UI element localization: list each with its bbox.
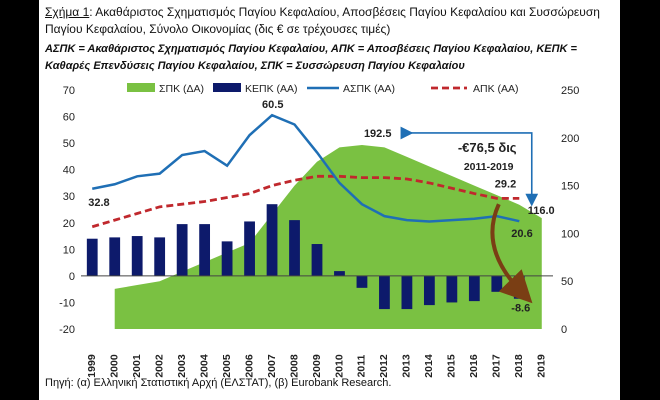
figure-caption: Σχήμα 1: Ακαθάριστος Σχηματισμός Παγίου …: [45, 4, 615, 38]
right-tick-label: 200: [561, 133, 579, 145]
bar-kepk-2004: [199, 224, 211, 276]
source-note: Πηγή: (α) Ελληνική Στατιστική Αρχή (ΕΛΣΤ…: [45, 377, 392, 389]
x-tick-label-2004: 2004: [198, 354, 210, 378]
abbreviations-note: ΑΣΠΚ = Ακαθάριστος Σχηματισμός Παγίου Κε…: [45, 43, 577, 72]
x-tick-label-2003: 2003: [176, 354, 188, 378]
data-label-area-peak: 192.5: [364, 128, 392, 140]
bar-kepk-2000: [109, 237, 121, 276]
data-label-aspk-peak: 60.5: [262, 99, 283, 111]
bar-kepk-2014: [423, 275, 435, 306]
callout-period: 2011-2019: [464, 161, 514, 173]
trend-arrow-icon: [490, 203, 533, 304]
x-tick-label-2008: 2008: [288, 354, 300, 378]
left-tick-label: -20: [59, 324, 75, 336]
bar-kepk-2010: [334, 271, 345, 276]
bar-kepk-2017: [491, 275, 503, 292]
bar-kepk-2012: [379, 275, 390, 310]
right-tick-label: 100: [561, 228, 579, 240]
bar-kepk-2009: [311, 244, 323, 276]
x-tick-label-2006: 2006: [243, 354, 255, 378]
bar-kepk-2008: [289, 220, 300, 276]
left-tick-label: 70: [63, 85, 75, 97]
right-tick-label: 150: [561, 181, 579, 193]
x-tick-label-2011: 2011: [356, 354, 368, 377]
data-label-area-end: 116.0: [528, 205, 555, 217]
bar-kepk-2002: [154, 237, 166, 276]
x-tick-label-2012: 2012: [378, 354, 390, 378]
figure-label: Σχήμα 1: [45, 5, 90, 19]
x-tick-label-2014: 2014: [423, 354, 435, 378]
bar-kepk-2016: [468, 275, 480, 302]
bar-kepk-2011: [356, 275, 368, 288]
right-tick-label: 250: [561, 85, 579, 97]
x-tick-label-2009: 2009: [311, 354, 323, 378]
x-tick-label-2018: 2018: [513, 354, 525, 378]
left-tick-label: 30: [63, 191, 75, 203]
data-label-apk-end: 29.2: [495, 178, 516, 190]
left-tick-label: -10: [59, 297, 75, 309]
bar-kepk-2003: [176, 224, 188, 276]
x-tick-label-2001: 2001: [131, 354, 143, 378]
bar-kepk-1999: [86, 238, 98, 276]
x-tick-label-2000: 2000: [108, 354, 120, 378]
x-tick-label-2015: 2015: [446, 354, 458, 378]
bar-kepk-2013: [401, 275, 413, 310]
right-tick-label: 50: [561, 276, 573, 288]
bar-kepk-2015: [446, 275, 458, 303]
callout-arrow: [400, 126, 539, 207]
left-tick-label: 50: [63, 138, 75, 150]
bar-kepk-2007: [266, 204, 278, 276]
x-tick-label-2007: 2007: [266, 354, 278, 378]
left-tick-label: 10: [63, 244, 75, 256]
legend-label-spk: ΣΠΚ (ΔΑ): [159, 83, 204, 95]
x-tick-label-2002: 2002: [153, 354, 165, 378]
bar-kepk-2006: [244, 221, 255, 276]
left-tick-label: 60: [63, 112, 75, 124]
legend-label-kepk: ΚΕΠΚ (ΑΑ): [245, 83, 298, 95]
bar-kepk-2005: [221, 241, 233, 276]
right-tick-label: 0: [561, 324, 567, 336]
data-label-aspk-start: 32.8: [88, 197, 109, 209]
left-tick-label: 20: [63, 218, 75, 230]
legend-label-aspk: ΑΣΠΚ (ΑΑ): [343, 83, 395, 95]
x-tick-label-2017: 2017: [491, 354, 503, 378]
x-tick-label-2019: 2019: [536, 354, 548, 378]
left-tick-label: 40: [63, 165, 75, 177]
line-series-aspk: [91, 113, 520, 223]
bar-kepk-2001: [131, 236, 143, 276]
figure-panel: Σχήμα 1: Ακαθάριστος Σχηματισμός Παγίου …: [39, 0, 620, 400]
figure-title: : Ακαθάριστος Σχηματισμός Παγίου Κεφαλαί…: [45, 5, 600, 36]
legend-label-apk: ΑΠΚ (ΑΑ): [473, 83, 519, 95]
legend-swatch-spk: [127, 83, 155, 92]
x-tick-label-2013: 2013: [401, 354, 413, 378]
x-tick-label-1999: 1999: [86, 354, 98, 378]
callout-value: -€76,5 δις: [458, 140, 517, 155]
data-label-aspk-end: 20.6: [511, 228, 532, 240]
combo-chart: -20 -10 0 10 20 30 40 50 60 70 0 50 100 150 200 250 1999…: [59, 83, 579, 378]
x-tick-label-2005: 2005: [221, 354, 233, 378]
data-label-kepk-end: -8.6: [511, 303, 530, 315]
legend-swatch-kepk: [213, 83, 241, 92]
x-tick-label-2010: 2010: [333, 354, 345, 378]
left-tick-label: 0: [69, 271, 75, 283]
x-tick-label-2016: 2016: [468, 354, 480, 378]
